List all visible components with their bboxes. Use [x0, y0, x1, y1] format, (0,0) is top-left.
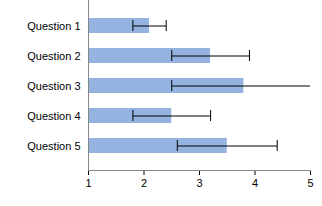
svg-text:Question 4: Question 4 — [27, 110, 80, 122]
svg-text:5: 5 — [307, 177, 313, 189]
svg-text:3: 3 — [196, 177, 202, 189]
svg-text:Question 3: Question 3 — [27, 80, 80, 92]
svg-text:Question 2: Question 2 — [27, 50, 80, 62]
svg-text:2: 2 — [141, 177, 147, 189]
svg-text:1: 1 — [85, 177, 91, 189]
svg-text:Question 5: Question 5 — [27, 140, 80, 152]
svg-text:4: 4 — [252, 177, 258, 189]
svg-text:Question 1: Question 1 — [27, 20, 80, 32]
